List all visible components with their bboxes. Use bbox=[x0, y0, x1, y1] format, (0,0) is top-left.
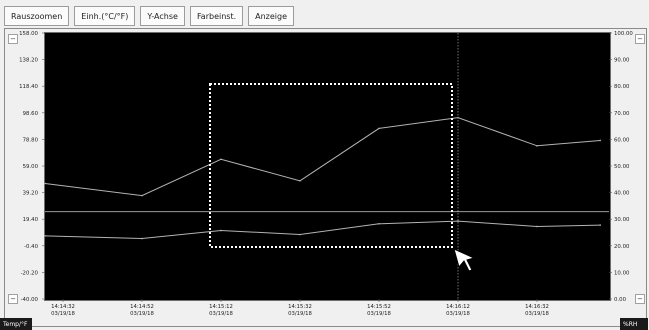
x-axis-date-label: 03/19/18 bbox=[51, 311, 75, 317]
collapse-left-bottom-button[interactable]: − bbox=[8, 294, 18, 304]
series-point bbox=[536, 145, 538, 147]
series-line-1 bbox=[44, 117, 601, 197]
right-status: %RH bbox=[620, 318, 648, 330]
left-axis-tick-label: 78.80 bbox=[23, 137, 39, 143]
series-point bbox=[378, 222, 380, 225]
x-axis-date-label: 03/19/18 bbox=[209, 311, 233, 317]
color-settings-button[interactable]: Farbeinst. bbox=[189, 6, 244, 26]
series-point bbox=[141, 237, 143, 240]
series-point bbox=[599, 224, 601, 226]
x-axis-time-label: 14:15:32 bbox=[288, 304, 312, 310]
series-point bbox=[457, 116, 459, 119]
left-axis-tick-label: 158.00 bbox=[19, 31, 38, 37]
right-axis-tick-label: 30.00 bbox=[614, 217, 630, 223]
right-axis-tick-label: 70.00 bbox=[614, 111, 630, 117]
display-button[interactable]: Anzeige bbox=[248, 6, 295, 26]
units-button[interactable]: Einh.(°C/°F) bbox=[74, 6, 136, 26]
right-unit-label: %RH bbox=[623, 320, 638, 328]
collapse-right-button[interactable]: − bbox=[635, 34, 645, 44]
right-axis-tick-label: 20.00 bbox=[614, 244, 630, 250]
left-axis-tick-label: -0.40 bbox=[24, 244, 39, 250]
right-axis-tick-label: 10.00 bbox=[614, 270, 630, 276]
zoom-out-button[interactable]: Rauszoomen bbox=[4, 6, 70, 26]
toolbar: Rauszoomen Einh.(°C/°F) Y-Achse Farbeins… bbox=[4, 6, 297, 28]
right-axis-tick-label: 0.00 bbox=[614, 297, 627, 303]
x-axis-date-label: 03/19/18 bbox=[130, 311, 154, 317]
x-axis-time-label: 14:15:52 bbox=[367, 304, 391, 310]
series-point bbox=[44, 182, 46, 185]
right-axis-tick-label: 50.00 bbox=[614, 164, 630, 170]
left-status: Temp/°F bbox=[0, 318, 32, 330]
series-point bbox=[220, 158, 222, 161]
left-axis-tick-label: -40.00 bbox=[21, 297, 39, 303]
series-point bbox=[599, 139, 601, 142]
left-unit-label: Temp/°F bbox=[3, 320, 28, 328]
series-point bbox=[220, 229, 222, 232]
left-axis-tick-label: 19.40 bbox=[23, 217, 39, 223]
left-axis-tick-label: 59.00 bbox=[23, 164, 39, 170]
series-point bbox=[536, 225, 538, 228]
x-axis-time-label: 14:16:12 bbox=[446, 304, 470, 310]
x-axis-date-label: 03/19/18 bbox=[367, 311, 391, 317]
left-axis-tick-label: 118.40 bbox=[19, 84, 38, 90]
x-axis-time-label: 14:15:12 bbox=[209, 304, 233, 310]
right-axis-tick-label: 40.00 bbox=[614, 191, 630, 197]
right-axis-tick-label: 80.00 bbox=[614, 84, 630, 90]
left-axis-tick-label: 138.20 bbox=[19, 58, 38, 64]
right-axis-tick-label: 60.00 bbox=[614, 137, 630, 143]
mouse-cursor-icon bbox=[452, 247, 477, 274]
left-axis-tick-label: 98.60 bbox=[23, 111, 39, 117]
collapse-left-button[interactable]: − bbox=[8, 34, 18, 44]
y-axis-button[interactable]: Y-Achse bbox=[140, 6, 185, 26]
right-axis-tick-label: 100.00 bbox=[614, 31, 633, 37]
selection-box[interactable] bbox=[209, 83, 453, 248]
x-axis-date-label: 03/19/18 bbox=[446, 311, 470, 317]
x-axis-date-label: 03/19/18 bbox=[525, 311, 549, 317]
series-point bbox=[299, 179, 301, 182]
left-axis-tick-label: 39.20 bbox=[23, 191, 39, 197]
x-axis-time-label: 14:14:32 bbox=[51, 304, 75, 310]
series-point bbox=[457, 220, 459, 222]
x-axis-date-label: 03/19/18 bbox=[288, 311, 312, 317]
collapse-right-bottom-button[interactable]: − bbox=[635, 294, 645, 304]
series-point bbox=[44, 235, 46, 237]
chart-area[interactable] bbox=[44, 32, 611, 301]
x-axis-time-label: 14:16:32 bbox=[525, 304, 549, 310]
series-point bbox=[141, 194, 143, 197]
left-axis-tick-label: -20.20 bbox=[21, 270, 39, 276]
right-axis-tick-label: 90.00 bbox=[614, 58, 630, 64]
series-point bbox=[299, 233, 301, 236]
series-line-2 bbox=[44, 220, 601, 240]
series-point bbox=[378, 127, 380, 130]
x-axis-time-label: 14:14:52 bbox=[130, 304, 154, 310]
